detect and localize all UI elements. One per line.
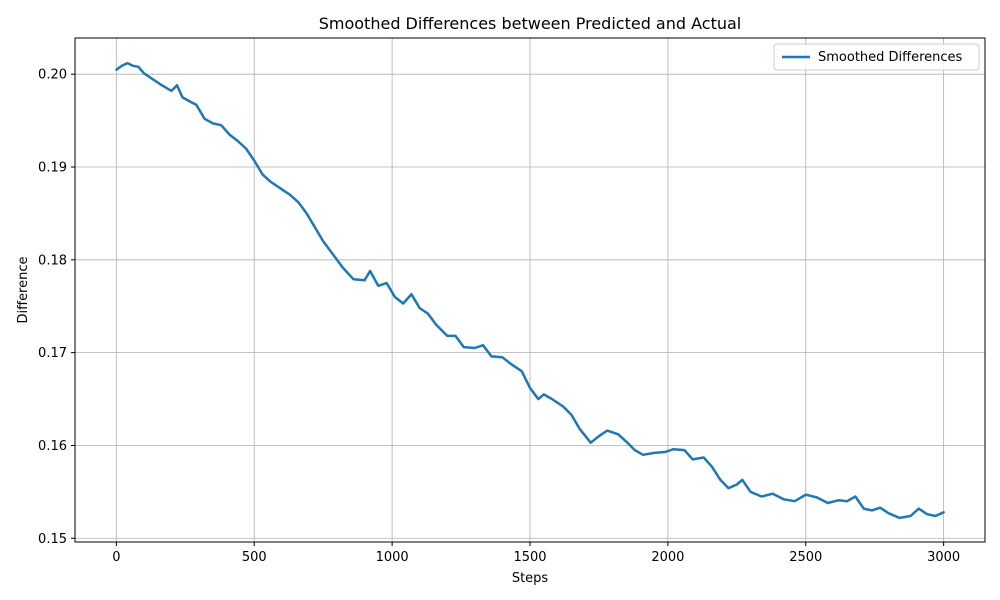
series-line-smoothed-differences xyxy=(115,61,945,520)
x-tick-label: 1000 xyxy=(376,550,409,565)
y-tick-label: 0.18 xyxy=(38,253,67,268)
y-tick-label: 0.16 xyxy=(38,439,67,454)
grid-lines xyxy=(75,38,985,542)
x-axis-label: Steps xyxy=(512,571,549,586)
y-tick-label: 0.20 xyxy=(38,68,67,83)
axis-ticks: 0 500 1000 1500 2000 2500 3000 0.15 0.16 0.17 0.18… xyxy=(38,68,960,565)
y-tick-label: 0.15 xyxy=(38,532,67,547)
x-tick-label: 3000 xyxy=(927,550,960,565)
y-tick-label: 0.19 xyxy=(38,161,67,176)
x-tick-label: 1500 xyxy=(513,550,546,565)
x-tick-label: 500 xyxy=(242,550,267,565)
x-tick-label: 2500 xyxy=(789,550,822,565)
series-layer xyxy=(115,61,945,520)
legend-box xyxy=(773,43,980,71)
legend: Smoothed Differences xyxy=(773,43,980,71)
y-axis-label: Difference xyxy=(16,256,31,323)
legend-entry: Smoothed Differences xyxy=(818,50,963,65)
y-tick-label: 0.17 xyxy=(38,346,67,361)
x-tick-label: 0 xyxy=(112,550,120,565)
chart-title: Smoothed Differences between Predicted a… xyxy=(319,14,742,33)
x-tick-label: 2000 xyxy=(651,550,684,565)
